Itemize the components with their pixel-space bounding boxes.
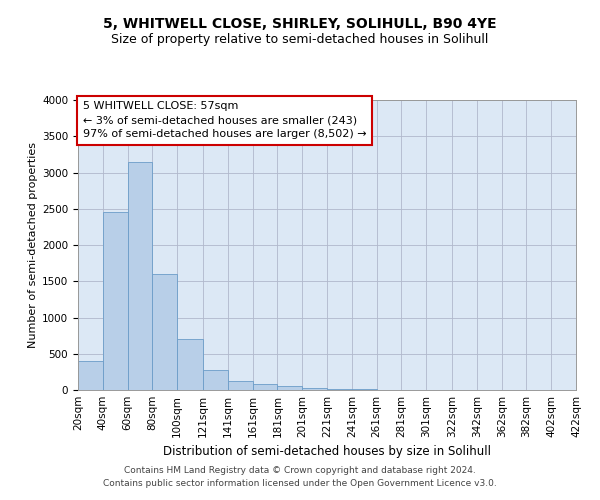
Bar	[152, 274, 177, 390]
Bar	[327, 389, 352, 390]
Text: Size of property relative to semi-detached houses in Solihull: Size of property relative to semi-detach…	[112, 32, 488, 46]
Bar	[277, 386, 302, 390]
Bar	[302, 388, 327, 390]
Bar	[128, 162, 152, 390]
Bar	[253, 384, 277, 390]
Bar	[203, 370, 228, 390]
Text: 5, WHITWELL CLOSE, SHIRLEY, SOLIHULL, B90 4YE: 5, WHITWELL CLOSE, SHIRLEY, SOLIHULL, B9…	[103, 18, 497, 32]
Bar	[177, 339, 203, 390]
Bar	[103, 212, 128, 390]
X-axis label: Distribution of semi-detached houses by size in Solihull: Distribution of semi-detached houses by …	[163, 446, 491, 458]
Bar	[228, 382, 253, 390]
Bar	[78, 361, 103, 390]
Text: Contains HM Land Registry data © Crown copyright and database right 2024.
Contai: Contains HM Land Registry data © Crown c…	[103, 466, 497, 487]
Y-axis label: Number of semi-detached properties: Number of semi-detached properties	[28, 142, 38, 348]
Text: 5 WHITWELL CLOSE: 57sqm
← 3% of semi-detached houses are smaller (243)
97% of se: 5 WHITWELL CLOSE: 57sqm ← 3% of semi-det…	[83, 102, 367, 140]
